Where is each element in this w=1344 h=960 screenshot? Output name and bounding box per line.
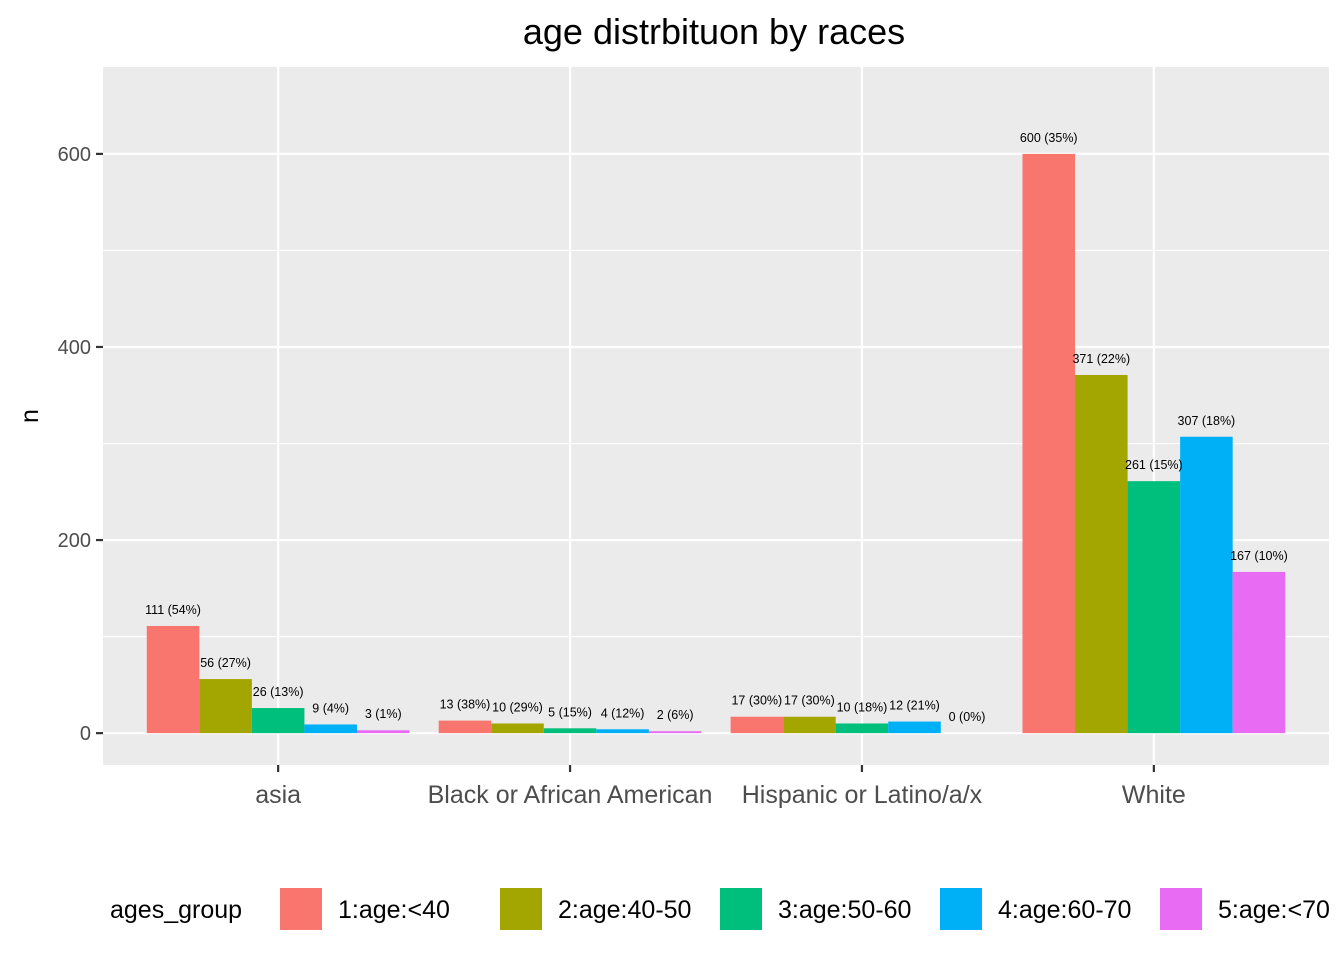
bar bbox=[1233, 572, 1286, 733]
bar bbox=[783, 717, 836, 733]
bar-value-label: 10 (18%) bbox=[837, 700, 888, 714]
legend-label: 2:age:40-50 bbox=[558, 896, 691, 924]
x-tick-label: Hispanic or Latino/a/x bbox=[742, 781, 983, 809]
legend-key bbox=[720, 888, 762, 930]
bar-value-label: 17 (30%) bbox=[731, 694, 782, 708]
bar-value-label: 111 (54%) bbox=[145, 603, 201, 617]
bar-value-label: 371 (22%) bbox=[1072, 352, 1130, 366]
bar-value-label: 2 (6%) bbox=[657, 708, 694, 722]
bar-value-label: 5 (15%) bbox=[548, 705, 592, 719]
legend-label: 5:age:<70 bbox=[1218, 896, 1330, 924]
bar bbox=[491, 723, 544, 733]
bar bbox=[252, 708, 305, 733]
bar bbox=[1023, 154, 1076, 733]
bar bbox=[544, 728, 597, 733]
bar-value-label: 10 (29%) bbox=[492, 700, 543, 714]
bar-value-label: 261 (15%) bbox=[1125, 458, 1183, 472]
bar bbox=[888, 722, 941, 734]
bar-value-label: 3 (1%) bbox=[365, 707, 402, 721]
bar bbox=[596, 729, 649, 733]
legend-label: 3:age:50-60 bbox=[778, 896, 911, 924]
bar bbox=[439, 721, 492, 734]
bar-value-label: 0 (0%) bbox=[949, 710, 986, 724]
bar-value-label: 17 (30%) bbox=[784, 694, 835, 708]
bar bbox=[731, 717, 784, 733]
bar bbox=[1128, 481, 1181, 733]
bar-value-label: 600 (35%) bbox=[1020, 131, 1078, 145]
bar bbox=[836, 723, 889, 733]
bar bbox=[147, 626, 200, 733]
legend-key bbox=[500, 888, 542, 930]
legend-title: ages_group bbox=[110, 896, 242, 924]
y-axis-title: n bbox=[16, 409, 44, 423]
bar bbox=[199, 679, 252, 733]
bar bbox=[1180, 437, 1233, 733]
bar-value-label: 26 (13%) bbox=[253, 685, 304, 699]
legend-key bbox=[1160, 888, 1202, 930]
chart-title: age distrbituon by races bbox=[523, 11, 905, 52]
x-tick-label: White bbox=[1122, 781, 1186, 809]
x-axis: asia Black or African American Hispanic or… bbox=[255, 765, 1186, 809]
bar bbox=[1075, 375, 1128, 733]
y-tick-label: 400 bbox=[58, 337, 91, 359]
legend-key bbox=[280, 888, 322, 930]
bar bbox=[304, 724, 357, 733]
bar bbox=[357, 730, 410, 733]
x-tick-label: Black or African American bbox=[428, 781, 713, 809]
y-tick-label: 0 bbox=[80, 723, 91, 745]
bar bbox=[649, 731, 702, 733]
bar-value-label: 4 (12%) bbox=[601, 706, 645, 720]
y-tick-label: 200 bbox=[58, 530, 91, 552]
bar-value-label: 56 (27%) bbox=[200, 656, 251, 670]
bar-value-label: 12 (21%) bbox=[889, 699, 940, 713]
bar-value-label: 9 (4%) bbox=[312, 701, 349, 715]
bar-value-label: 167 (10%) bbox=[1230, 549, 1288, 563]
bar-value-label: 307 (18%) bbox=[1178, 414, 1236, 428]
legend: ages_group 1:age:<40 2:age:40-50 3:age:50-… bbox=[110, 888, 1330, 930]
bar-value-label: 13 (38%) bbox=[440, 698, 491, 712]
x-tick-label: asia bbox=[255, 781, 301, 809]
legend-label: 4:age:60-70 bbox=[998, 896, 1131, 924]
y-tick-label: 600 bbox=[58, 144, 91, 166]
y-axis: 0 200 400 600 bbox=[58, 144, 103, 745]
legend-label: 1:age:<40 bbox=[338, 896, 450, 924]
legend-key bbox=[940, 888, 982, 930]
